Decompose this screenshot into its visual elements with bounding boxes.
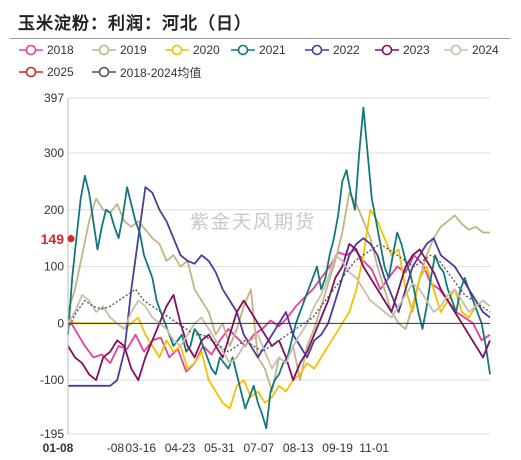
series-layer — [67, 106, 491, 430]
legend-item[interactable]: 2021 — [230, 42, 286, 58]
legend-swatch-icon — [165, 44, 189, 56]
legend-label: 2021 — [259, 43, 286, 57]
legend-item[interactable]: 2025 — [18, 64, 74, 80]
y-tick-label: -100 — [40, 373, 64, 387]
y-tick-label: 200 — [44, 203, 64, 217]
chart-title: 玉米淀粉：利润：河北（日） — [18, 14, 252, 34]
y-tick-label: 100 — [44, 260, 64, 274]
series-line-2023 — [67, 242, 491, 382]
legend-label: 2024 — [472, 43, 499, 57]
legend-item[interactable]: 2018-2024均值 — [91, 64, 201, 80]
legend-swatch-icon — [375, 44, 399, 56]
legend-swatch-icon — [305, 44, 329, 56]
x-tick-label: 08-13 — [283, 441, 314, 455]
legend-item[interactable]: 2020 — [164, 42, 220, 58]
y-tick-label: 397 — [44, 91, 64, 105]
grid — [68, 97, 490, 435]
legend-label: 2019 — [120, 43, 147, 57]
watermark: 紫金天风期货 — [190, 211, 316, 233]
series-line-2020 — [67, 208, 491, 410]
legend-swatch-icon — [92, 66, 116, 78]
current-value-label: 149 — [41, 231, 65, 247]
x-tick-label: 07-07 — [244, 441, 275, 455]
legend-label: 2022 — [333, 43, 360, 57]
y-tick-label: -195 — [40, 427, 64, 441]
legend-item[interactable]: 2022 — [304, 42, 360, 58]
x-tick-label: 05-31 — [204, 441, 235, 455]
legend-swatch-icon — [444, 44, 468, 56]
current-value-dot — [67, 235, 75, 243]
legend-label: 2018 — [47, 43, 74, 57]
title-divider — [10, 38, 510, 39]
current-marker-layer: 149 — [41, 231, 75, 247]
x-tick-label: 03-16 — [125, 441, 156, 455]
series-line-2018-2024均值 — [67, 243, 491, 353]
legend-item[interactable]: 2023 — [374, 42, 430, 58]
legend-swatch-icon — [231, 44, 255, 56]
legend-item[interactable]: 2018 — [18, 42, 74, 58]
series-line-2024 — [67, 254, 491, 370]
legend-label: 2023 — [403, 43, 430, 57]
x-tick-label-current: 01-08 — [43, 441, 74, 455]
legend-label: 2025 — [47, 65, 74, 79]
y-tick-label: 300 — [44, 146, 64, 160]
x-tick-label: 04-23 — [165, 441, 196, 455]
x-tick-label: 11-01 — [359, 441, 389, 455]
legend-label: 2020 — [193, 43, 220, 57]
x-tick-label: 09-19 — [322, 441, 353, 455]
legend-swatch-icon — [19, 44, 43, 56]
x-tick-label: -08 — [107, 441, 125, 455]
legend-item[interactable]: 2019 — [91, 42, 147, 58]
legend-label: 2018-2024均值 — [120, 65, 202, 80]
legend-swatch-icon — [92, 44, 116, 56]
legend-item[interactable]: 2024 — [443, 42, 499, 58]
series-line-2021 — [67, 106, 491, 430]
series-line-2018 — [67, 248, 491, 373]
legend-swatch-icon — [19, 66, 43, 78]
y-tick-label: 0 — [57, 316, 64, 330]
